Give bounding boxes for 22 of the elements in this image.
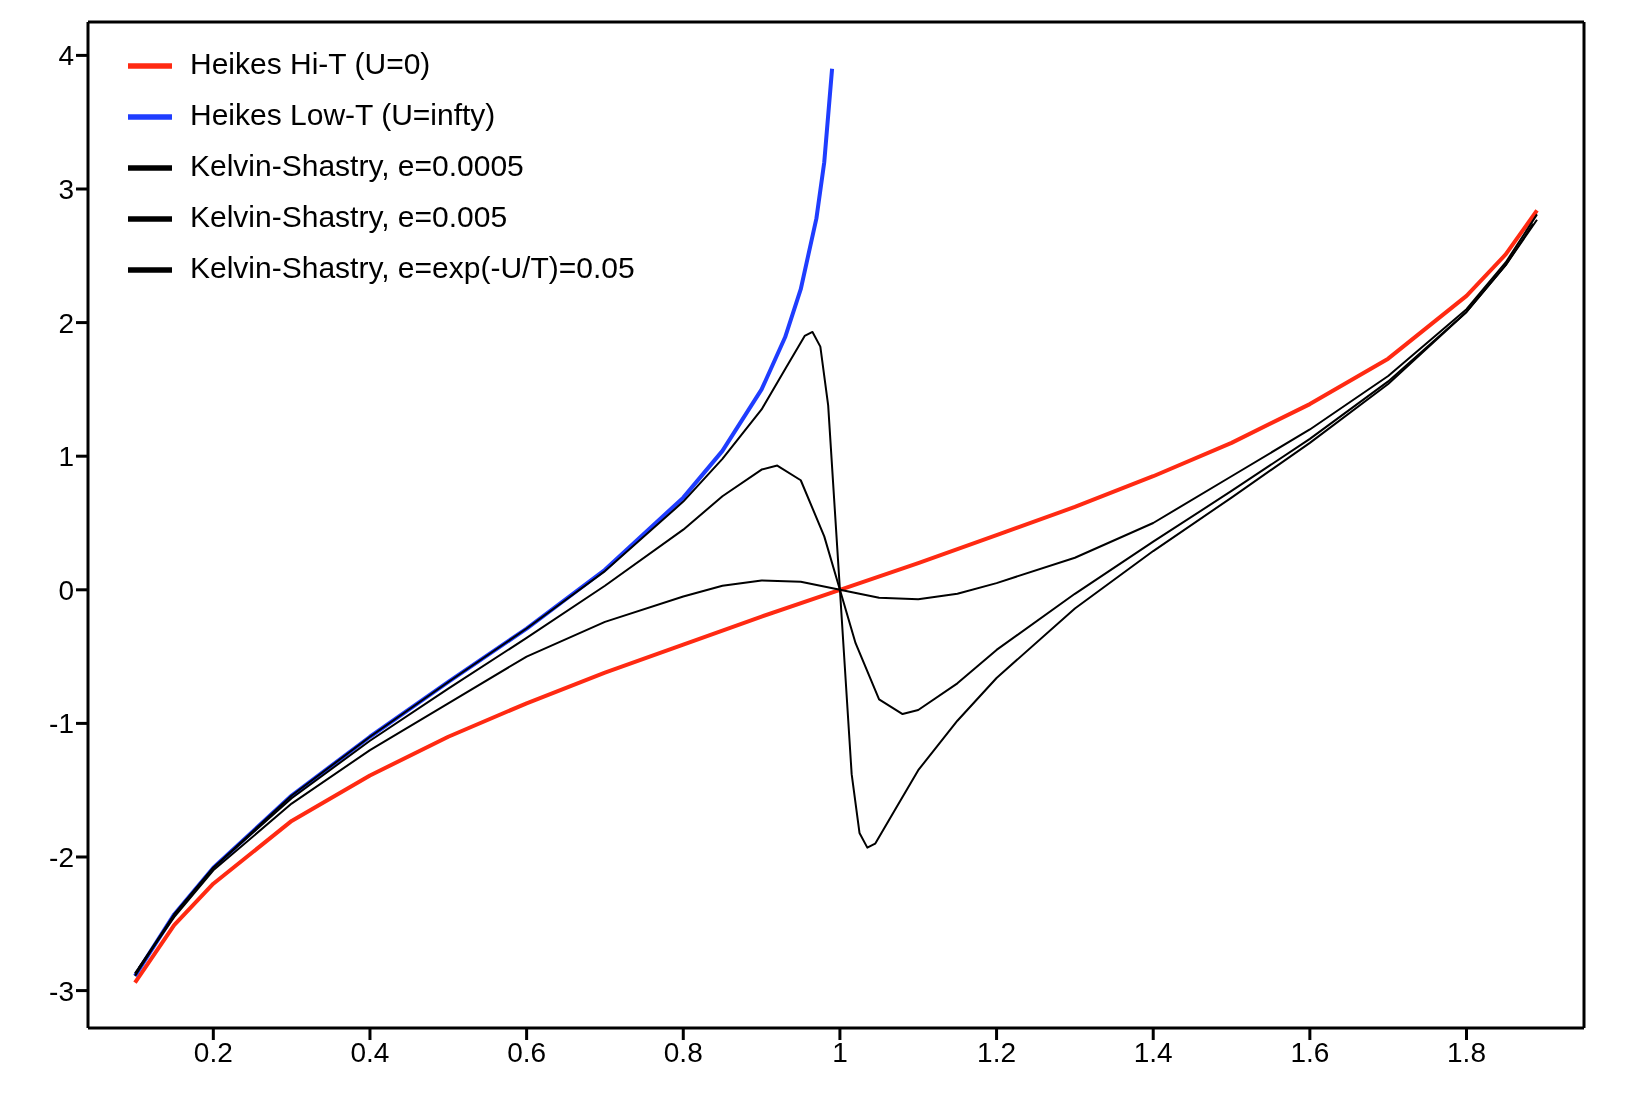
legend-label: Kelvin-Shastry, e=0.0005 xyxy=(190,149,524,182)
legend-label: Kelvin-Shastry, e=exp(-U/T)=0.05 xyxy=(190,251,635,284)
y-tick-label: 4 xyxy=(58,40,74,72)
legend-label: Kelvin-Shastry, e=0.005 xyxy=(190,200,508,233)
x-tick-label: 0.4 xyxy=(350,1036,390,1068)
x-tick-label: 0.6 xyxy=(507,1036,547,1068)
y-tick-label: -2 xyxy=(49,841,74,873)
y-tick-label: 2 xyxy=(58,307,74,339)
y-tick-label: 3 xyxy=(58,173,74,205)
x-tick-label: 1.4 xyxy=(1133,1036,1173,1068)
x-tick-label: 1.6 xyxy=(1290,1036,1330,1068)
x-tick-label: 0.8 xyxy=(663,1036,703,1068)
y-tick-label: -1 xyxy=(49,708,74,740)
legend-label: Heikes Low-T (U=infty) xyxy=(190,98,496,131)
x-tick-label: 1 xyxy=(832,1036,848,1068)
y-tick-label: 1 xyxy=(58,441,74,473)
x-tick-label: 1.2 xyxy=(977,1036,1017,1068)
x-tick-label: 0.2 xyxy=(193,1036,233,1068)
y-tick-label: -3 xyxy=(49,975,74,1007)
legend-label: Heikes Hi-T (U=0) xyxy=(190,47,431,80)
x-tick-label: 1.8 xyxy=(1447,1036,1486,1068)
y-tick-label: 0 xyxy=(58,574,74,606)
